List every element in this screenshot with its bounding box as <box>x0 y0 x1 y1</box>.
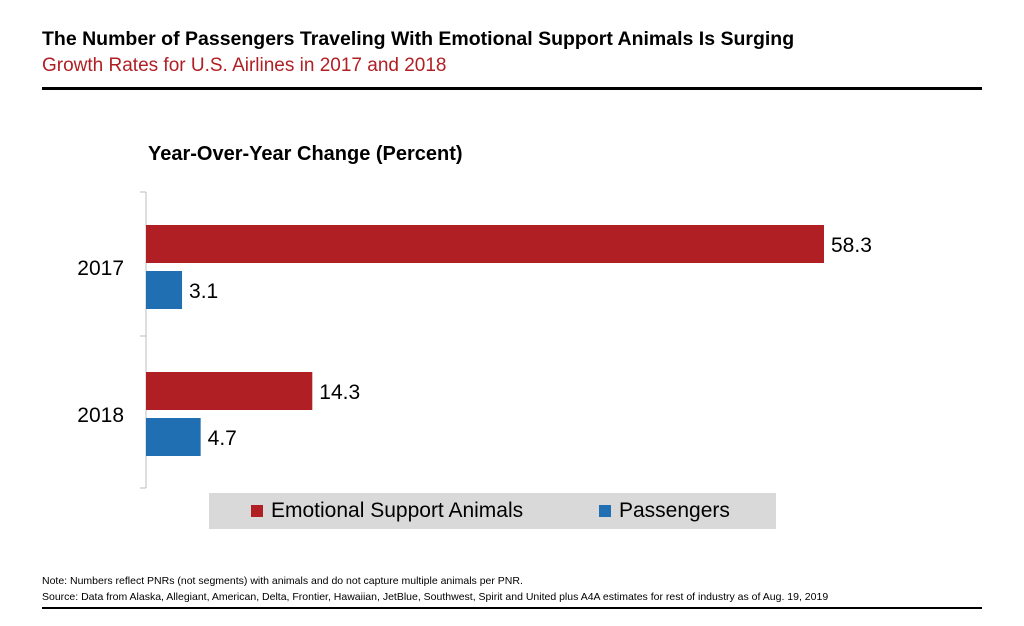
legend-item-emotional-support-animals: Emotional Support Animals <box>251 493 523 529</box>
bar-emotional-support-animals-2017 <box>146 225 824 263</box>
bar-emotional-support-animals-2018 <box>146 372 313 410</box>
page-title: The Number of Passengers Traveling With … <box>42 28 795 50</box>
header-divider <box>42 87 982 90</box>
footer-divider <box>42 607 982 609</box>
bar-passengers-2018 <box>146 418 201 456</box>
legend-swatch-passengers <box>599 505 611 517</box>
data-label-emotional-support-animals-2017: 58.3 <box>831 234 872 257</box>
category-label-2018: 2018 <box>77 404 124 427</box>
chart-title: Year-Over-Year Change (Percent) <box>148 143 463 165</box>
category-label-2017: 2017 <box>77 257 124 280</box>
legend-label-emotional-support-animals: Emotional Support Animals <box>271 499 524 522</box>
legend-label-passengers: Passengers <box>619 499 730 522</box>
data-label-passengers-2018: 4.7 <box>208 427 237 450</box>
footnote: Note: Numbers reflect PNRs (not segments… <box>42 575 523 587</box>
legend-swatch-emotional-support-animals <box>251 505 263 517</box>
legend-item-passengers: Passengers <box>599 493 730 529</box>
page-subtitle: Growth Rates for U.S. Airlines in 2017 a… <box>42 55 447 76</box>
chart-legend: Emotional Support Animals Passengers <box>209 493 776 529</box>
data-label-passengers-2017: 3.1 <box>189 280 218 303</box>
bar-passengers-2017 <box>146 271 183 309</box>
source-note: Source: Data from Alaska, Allegiant, Ame… <box>42 591 829 603</box>
data-label-emotional-support-animals-2018: 14.3 <box>319 381 360 404</box>
